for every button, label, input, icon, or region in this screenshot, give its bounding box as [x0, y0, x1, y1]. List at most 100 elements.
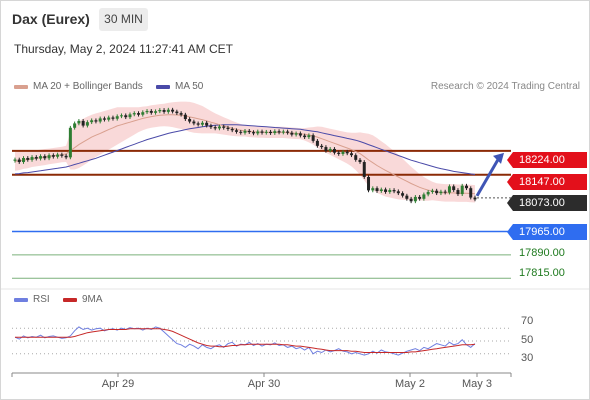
candle — [171, 109, 175, 112]
candle — [128, 114, 132, 118]
candle — [158, 110, 162, 112]
candle — [401, 193, 405, 196]
candle — [22, 157, 26, 163]
candle — [132, 113, 136, 115]
timeframe-badge[interactable]: 30 MIN — [99, 8, 148, 31]
candle — [435, 190, 439, 194]
bollinger-band — [15, 101, 475, 203]
date-tick-may3: May 3 — [462, 378, 492, 390]
candle — [43, 156, 47, 159]
candle — [64, 155, 68, 158]
candle — [422, 194, 426, 199]
candle — [392, 190, 396, 192]
credit-text: Research © 2024 Trading Central — [430, 81, 580, 92]
candle — [273, 131, 277, 134]
candle — [179, 113, 183, 115]
candle — [303, 135, 307, 138]
candle — [217, 126, 221, 129]
candle — [196, 123, 200, 125]
candle — [209, 125, 213, 128]
date-tick-apr30: Apr 30 — [247, 378, 281, 390]
candle — [111, 117, 115, 119]
projection-arrow — [475, 157, 501, 197]
candle — [226, 127, 230, 130]
candle — [90, 120, 94, 123]
level-tag-support-2: 17815.00 — [519, 267, 565, 279]
legend-ma50-label: MA 50 — [175, 81, 204, 92]
candle — [396, 191, 400, 194]
candle — [200, 122, 204, 125]
candle — [34, 157, 38, 159]
date-tick-apr29: Apr 29 — [101, 378, 135, 390]
candle — [405, 195, 409, 199]
candle — [183, 114, 187, 120]
candle — [345, 151, 349, 154]
candle — [290, 132, 294, 135]
level-tag-support-1: 17890.00 — [519, 247, 565, 259]
candle — [332, 148, 336, 153]
candle — [371, 188, 375, 191]
candle — [234, 130, 238, 132]
candle — [294, 133, 298, 135]
candle — [107, 117, 111, 120]
timestamp: Thursday, May 2, 2024 11:27:41 AM CET — [14, 42, 233, 56]
candle — [473, 197, 477, 200]
ma9-swatch — [63, 297, 77, 302]
candle — [328, 148, 332, 151]
candle — [68, 127, 72, 158]
candle — [26, 157, 30, 160]
candle — [277, 131, 281, 133]
candle — [188, 119, 192, 122]
candle — [252, 132, 256, 134]
candle — [94, 120, 98, 122]
candle — [17, 159, 21, 163]
legend-9ma-label: 9MA — [82, 294, 103, 305]
candle — [98, 118, 102, 122]
candle — [464, 185, 468, 189]
candle — [149, 110, 153, 113]
candle — [264, 131, 268, 133]
candle — [426, 191, 430, 195]
candle — [154, 111, 158, 113]
candle — [311, 135, 315, 141]
candle — [145, 110, 149, 113]
candle — [175, 111, 179, 114]
candle — [388, 190, 392, 192]
candle — [413, 196, 417, 202]
legend-rsi-label: RSI — [33, 294, 50, 305]
legend-9ma: 9MA — [63, 294, 103, 305]
instrument-title: Dax (Eurex) — [12, 11, 90, 27]
candle — [307, 135, 311, 138]
candle — [362, 162, 366, 177]
legend-ma50: MA 50 — [156, 81, 203, 92]
candle — [213, 127, 217, 129]
rsi-swatch — [14, 297, 28, 302]
candle — [102, 118, 106, 120]
candle — [409, 198, 413, 202]
legend-ma20-label: MA 20 + Bollinger Bands — [33, 81, 143, 92]
candle — [286, 131, 290, 133]
candle — [141, 112, 145, 115]
candle — [192, 121, 196, 124]
candle — [230, 129, 234, 131]
candle — [281, 131, 285, 133]
candle — [349, 153, 353, 156]
candle — [447, 186, 451, 193]
candle — [162, 110, 166, 112]
candle — [137, 113, 141, 115]
candle — [320, 145, 324, 148]
candle — [260, 131, 264, 133]
candle — [384, 189, 388, 192]
candle — [443, 191, 447, 193]
candle — [430, 190, 434, 192]
candle — [256, 131, 260, 134]
legend-ma20: MA 20 + Bollinger Bands — [14, 81, 143, 92]
candle — [222, 126, 226, 128]
level-tag-resistance-1: 18147.00 — [507, 174, 587, 190]
candle — [56, 154, 60, 157]
date-tick-may2: May 2 — [395, 378, 425, 390]
candle — [166, 109, 170, 112]
candle — [367, 176, 371, 191]
